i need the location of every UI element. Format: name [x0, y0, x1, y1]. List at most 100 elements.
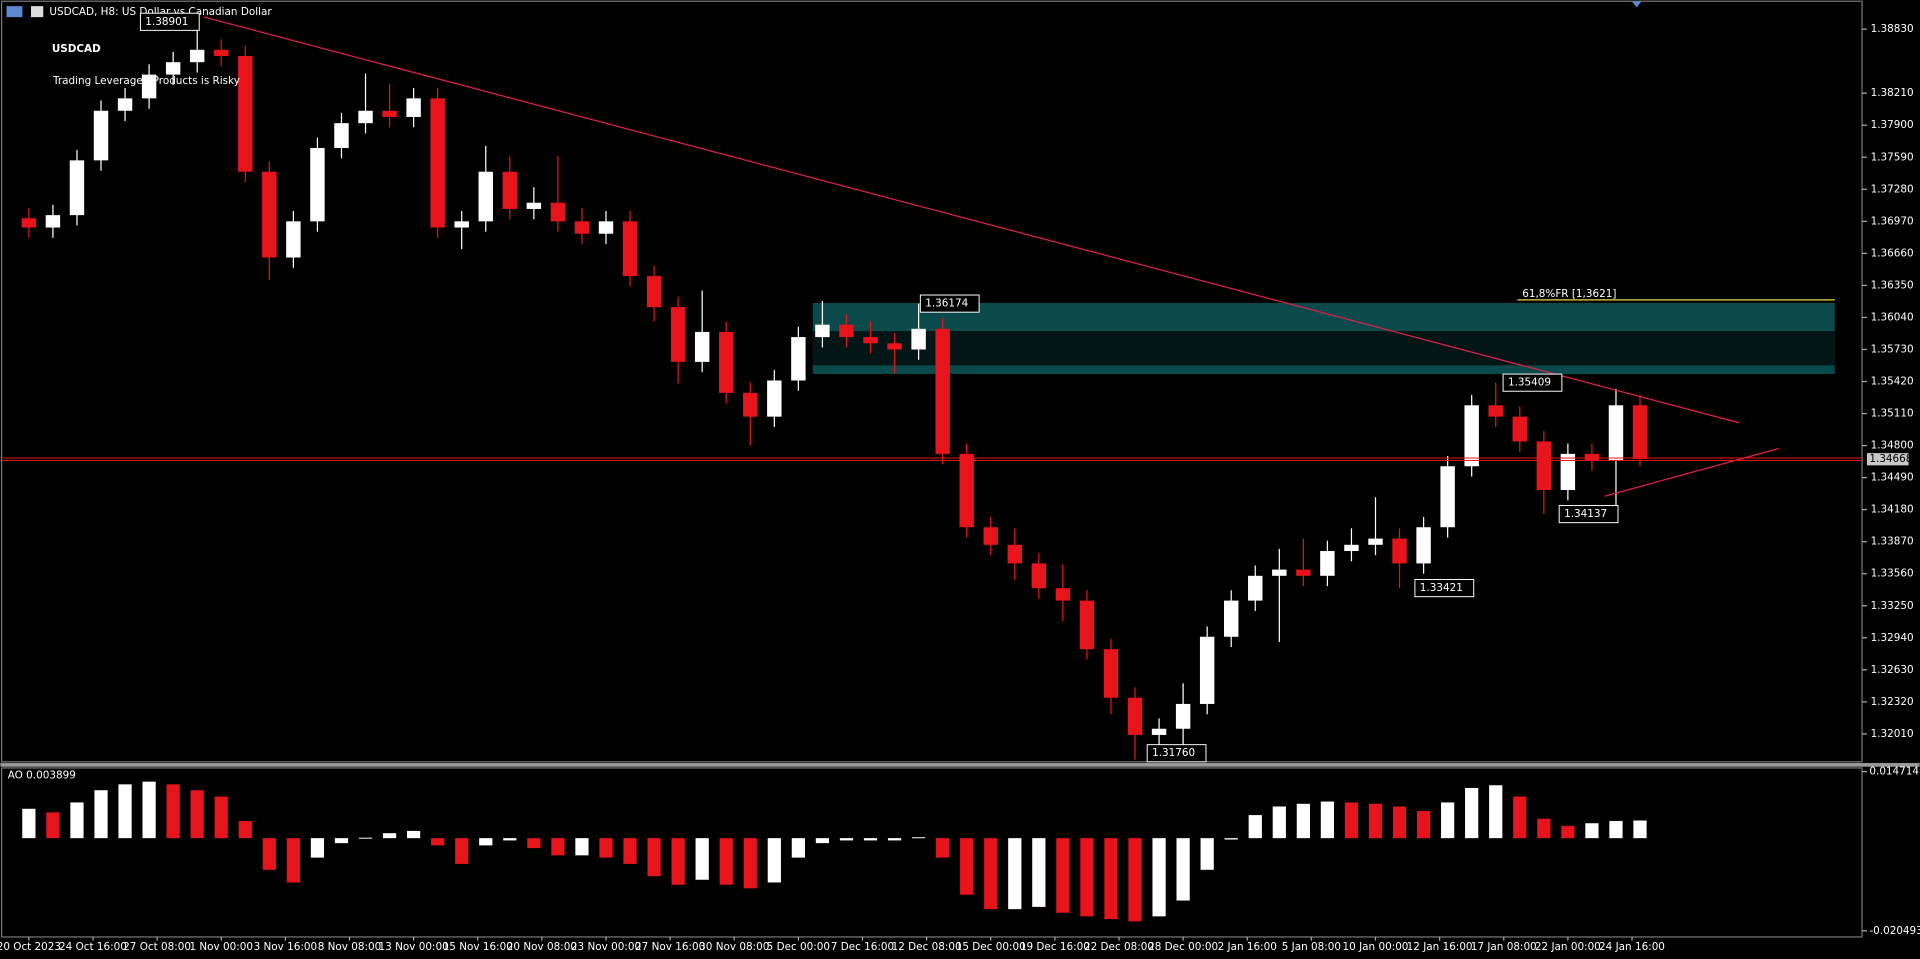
candle-body: [286, 221, 301, 258]
ao-bar: [46, 812, 60, 839]
ao-bar: [1513, 796, 1527, 839]
candle-body: [935, 328, 950, 454]
price-label-box: [1146, 744, 1207, 763]
ao-bar: [887, 838, 902, 841]
panel-separator[interactable]: [0, 763, 1920, 767]
candle-body: [1199, 636, 1215, 704]
ao-bar: [1441, 802, 1455, 839]
ao-bar: [695, 838, 709, 880]
candle-body: [983, 527, 998, 545]
candle-body: [1224, 600, 1239, 637]
y-tick-label: 1.34180: [1871, 504, 1914, 516]
ao-label: AO 0.003899: [8, 769, 76, 781]
ao-bar: [407, 830, 421, 839]
ao-bar: [22, 808, 36, 839]
x-tick-label: 20 Nov 08:00: [507, 941, 577, 953]
candle-body: [1055, 588, 1071, 601]
price-label-box: [139, 12, 200, 31]
x-tick-label: 12 Jan 16:00: [1407, 941, 1473, 953]
shift-marker[interactable]: [1631, 1, 1642, 8]
icon: [31, 6, 44, 18]
current-price-label: 1.34668: [1869, 453, 1912, 465]
candle-body: [1464, 405, 1479, 467]
ao-bar: [262, 838, 276, 870]
x-tick-label: 30 Nov 08:00: [699, 941, 769, 953]
price-label: 1.36174: [925, 298, 968, 310]
candle-body: [887, 343, 902, 350]
x-tick-label: 24 Oct 16:00: [59, 941, 127, 953]
ao-bar: [431, 838, 445, 846]
y-tick-label: 0.014714: [1869, 766, 1919, 778]
ao-bar: [455, 838, 469, 864]
ao-bar: [671, 838, 685, 885]
ao-bar: [286, 838, 300, 883]
candle-body: [815, 324, 830, 338]
ao-bar: [599, 838, 613, 858]
ao-bar: [911, 837, 926, 839]
ao-bar: [1032, 838, 1046, 907]
price-label: 1.35409: [1508, 377, 1551, 389]
ao-bar: [1008, 838, 1022, 910]
candle-body: [550, 202, 566, 222]
icon: [6, 6, 23, 18]
ao-bar: [1104, 838, 1118, 920]
ao-bar: [1537, 818, 1551, 839]
y-tick-label: 1.34490: [1871, 472, 1914, 484]
y-tick-label: 1.32630: [1871, 664, 1914, 676]
trendline: [203, 16, 1740, 424]
candle-body: [262, 171, 277, 258]
ao-bar: [815, 838, 830, 844]
ao-bar: [1176, 838, 1190, 901]
candle-body: [791, 337, 806, 381]
candle-body: [1344, 544, 1359, 551]
ao-bar: [1272, 806, 1286, 839]
y-tick-label: 1.35110: [1871, 408, 1914, 420]
price-label-box: [1558, 505, 1619, 524]
price-label: 1.31760: [1152, 747, 1195, 759]
candle-body: [1272, 569, 1287, 576]
y-tick-label: 1.34800: [1871, 440, 1914, 452]
ao-bar: [527, 838, 541, 849]
candle-body: [1488, 405, 1503, 417]
ao-bar: [238, 820, 252, 839]
header: USDCAD, H8: US Dollar vs Canadian Dollar: [6, 6, 272, 18]
ao-bar: [743, 838, 757, 889]
candle-body: [478, 171, 493, 222]
candle-body: [334, 123, 349, 148]
y-tick-label: 1.33250: [1871, 600, 1914, 612]
candle-body: [189, 49, 205, 63]
candle-body: [165, 62, 181, 75]
ao-bar: [70, 802, 84, 839]
ao-bar: [1080, 838, 1094, 917]
candle-body: [1248, 575, 1263, 601]
ao-bar: [1489, 785, 1503, 839]
ao-bar: [334, 838, 349, 844]
candle-body: [1632, 405, 1648, 460]
candle-body: [1079, 600, 1095, 650]
y-tick-label: 1.33870: [1871, 536, 1914, 548]
ao-bar: [503, 838, 517, 841]
chart-header: USDCAD, H8: US Dollar vs Canadian Dollar: [49, 6, 272, 18]
ao-bar: [1128, 838, 1142, 922]
candle-body: [911, 328, 926, 350]
y-tick-label: 1.36970: [1871, 215, 1914, 227]
ao-bar: [190, 790, 204, 839]
ao-bar: [214, 796, 228, 839]
y-tick-label: 1.36350: [1871, 279, 1914, 291]
candle-body: [1127, 697, 1143, 735]
ao-bar: [1152, 838, 1166, 917]
candle-body: [45, 215, 61, 228]
x-tick-label: 12 Dec 08:00: [892, 941, 962, 953]
ao-bar: [1465, 787, 1479, 839]
fib-label: 61,8%FR [1,3621]: [1522, 288, 1616, 300]
candle-body: [382, 110, 397, 117]
x-tick-label: 5 Jan 08:00: [1282, 941, 1341, 953]
ao-bar: [1609, 820, 1623, 839]
watermark-subtitle: Trading Leveraged Products is Risky: [52, 75, 240, 87]
x-tick-label: 15 Nov 16:00: [443, 941, 513, 953]
candle-body: [1608, 405, 1624, 461]
candle-body: [1392, 538, 1407, 564]
candle-body: [1151, 728, 1167, 735]
